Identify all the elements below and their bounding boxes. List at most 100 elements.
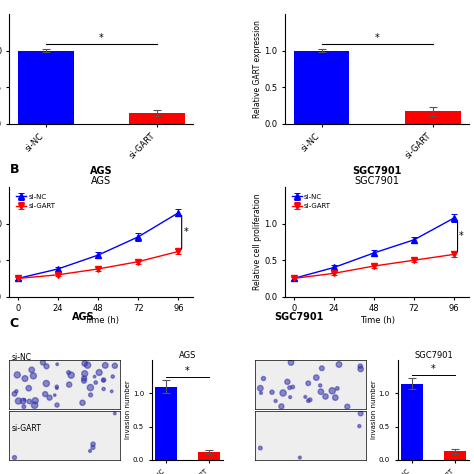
- Point: [41, 390, 49, 398]
- Point: [25, 384, 33, 392]
- Title: AGS: AGS: [91, 176, 111, 186]
- Point: [357, 365, 365, 373]
- Bar: [129, 113, 185, 124]
- Point: [51, 392, 58, 399]
- Point: [301, 393, 309, 401]
- Point: [89, 444, 97, 451]
- Text: *: *: [459, 231, 464, 241]
- Point: [65, 369, 73, 376]
- Point: [279, 389, 287, 397]
- Point: [287, 359, 295, 366]
- Point: [21, 375, 29, 383]
- Bar: [199, 452, 220, 460]
- Point: [289, 383, 297, 391]
- Text: C: C: [9, 317, 18, 330]
- Text: si-GART: si-GART: [12, 425, 42, 433]
- Point: [28, 366, 36, 374]
- Point: [109, 373, 117, 380]
- Point: [256, 384, 264, 392]
- Point: [334, 384, 341, 392]
- Point: [260, 375, 267, 383]
- Text: *: *: [99, 33, 104, 44]
- Point: [65, 381, 73, 388]
- Point: [46, 394, 54, 401]
- X-axis label: Time (h): Time (h): [360, 316, 395, 325]
- Bar: [401, 383, 422, 460]
- Point: [318, 365, 326, 372]
- X-axis label: SGC7901: SGC7901: [353, 166, 402, 176]
- Point: [31, 401, 38, 409]
- Point: [328, 387, 336, 394]
- Bar: [294, 51, 349, 124]
- Text: *: *: [183, 227, 188, 237]
- Point: [79, 399, 86, 407]
- Point: [331, 394, 339, 401]
- Point: [257, 389, 265, 397]
- Point: [13, 371, 21, 379]
- Point: [306, 396, 314, 403]
- Point: [87, 391, 94, 399]
- Point: [108, 388, 116, 395]
- Point: [20, 403, 27, 410]
- X-axis label: AGS: AGS: [90, 166, 113, 176]
- Point: [92, 379, 100, 386]
- Y-axis label: Relative cell proliferation: Relative cell proliferation: [253, 194, 262, 290]
- Point: [272, 397, 279, 405]
- Point: [95, 369, 103, 376]
- Point: [304, 397, 312, 405]
- Point: [80, 377, 88, 384]
- Bar: [405, 111, 461, 124]
- Title: SGC7901: SGC7901: [414, 351, 453, 360]
- Point: [81, 360, 89, 367]
- Point: [100, 376, 108, 384]
- Text: SGC7901: SGC7901: [274, 312, 323, 322]
- Point: [54, 361, 61, 368]
- Point: [356, 422, 363, 430]
- Text: AGS: AGS: [72, 312, 94, 322]
- Point: [356, 362, 364, 370]
- Point: [286, 393, 294, 401]
- Point: [43, 363, 50, 370]
- Point: [89, 440, 97, 448]
- Bar: [18, 51, 73, 124]
- Title: AGS: AGS: [179, 351, 196, 360]
- Text: *: *: [185, 366, 190, 376]
- Point: [15, 397, 22, 405]
- Point: [256, 444, 264, 452]
- Text: *: *: [431, 364, 436, 374]
- Point: [39, 359, 47, 366]
- Point: [283, 378, 291, 386]
- Bar: [444, 451, 466, 460]
- Point: [357, 410, 365, 417]
- Point: [101, 362, 109, 369]
- Point: [12, 387, 20, 395]
- Point: [86, 447, 94, 455]
- Point: [100, 385, 108, 393]
- Text: *: *: [375, 33, 380, 44]
- Text: B: B: [9, 163, 19, 176]
- Legend: si-NC, si-GART: si-NC, si-GART: [289, 191, 334, 212]
- Point: [317, 388, 325, 395]
- Point: [11, 454, 18, 461]
- Point: [31, 397, 39, 404]
- Point: [278, 402, 285, 410]
- Point: [286, 384, 293, 392]
- Point: [312, 374, 320, 382]
- Point: [268, 388, 276, 396]
- Point: [344, 403, 351, 410]
- Point: [26, 398, 33, 405]
- Y-axis label: Invasion number: Invasion number: [126, 381, 131, 439]
- Point: [91, 373, 99, 380]
- Point: [11, 390, 18, 398]
- Point: [111, 362, 118, 370]
- Point: [19, 397, 27, 405]
- Point: [21, 396, 28, 404]
- Point: [53, 401, 61, 409]
- Point: [317, 382, 324, 389]
- Point: [53, 383, 61, 391]
- Point: [296, 454, 304, 461]
- Y-axis label: Relative GART expression: Relative GART expression: [253, 20, 262, 118]
- Bar: [155, 387, 177, 460]
- Point: [29, 372, 37, 380]
- Point: [81, 374, 88, 382]
